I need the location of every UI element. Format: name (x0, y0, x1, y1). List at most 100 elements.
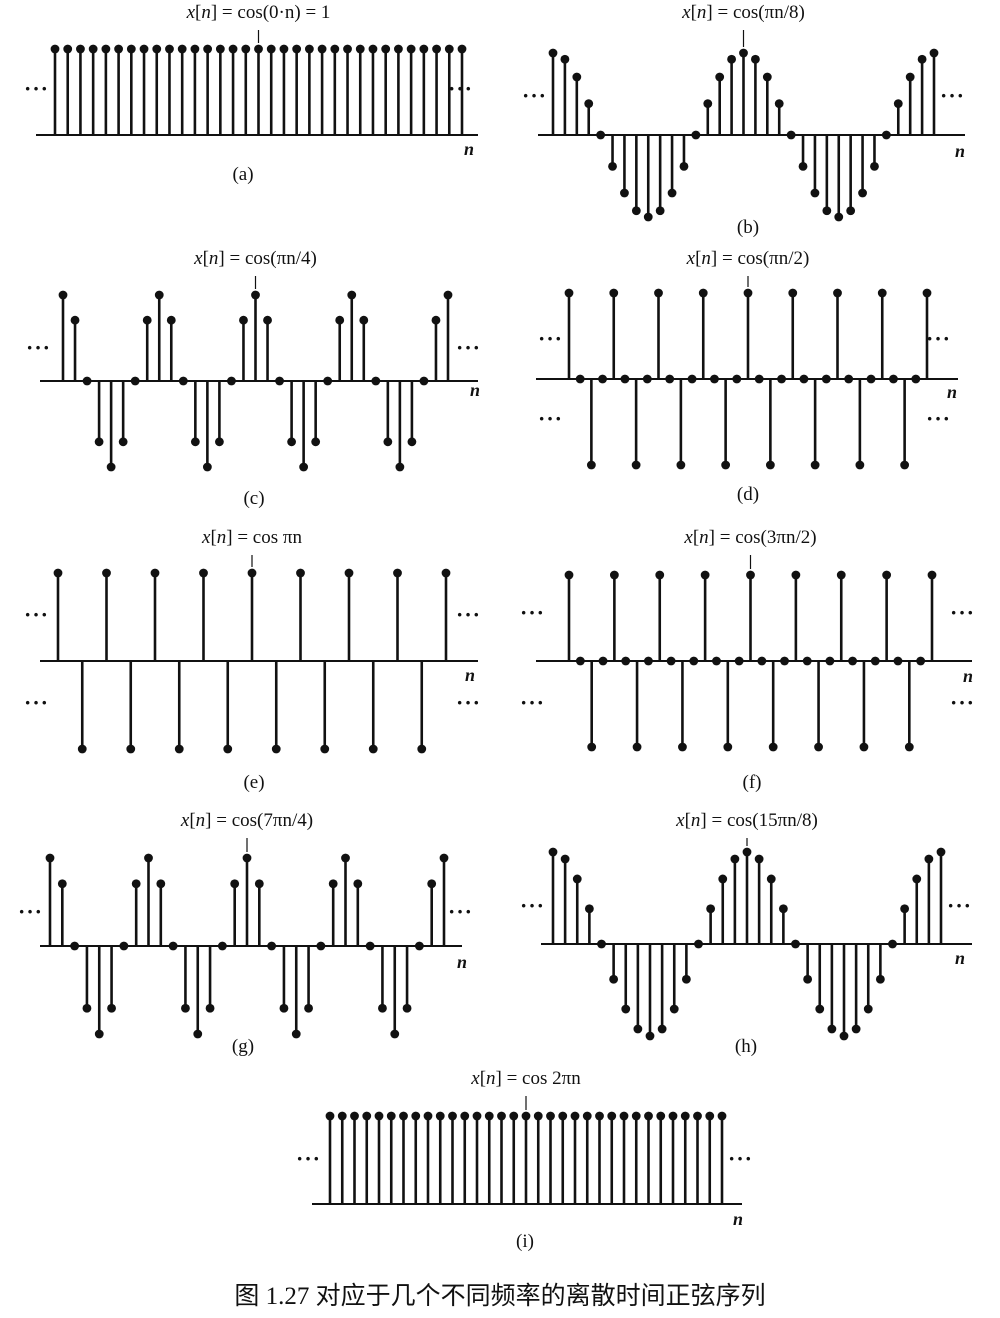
stem-point (866, 374, 876, 384)
stem-point (88, 44, 98, 54)
stem-point (168, 941, 178, 951)
stem-point (839, 1031, 849, 1041)
stem-point (57, 879, 67, 889)
stem-point (882, 570, 892, 580)
stem-point (642, 374, 652, 384)
axis-label-n: n (465, 665, 475, 685)
ellipsis-right-lower: ··· (926, 406, 951, 431)
stem-point (114, 44, 123, 54)
stem-point (676, 460, 686, 470)
stem-point (680, 1111, 690, 1121)
stem-point (152, 44, 162, 54)
stem-point (609, 570, 619, 580)
stem-point (353, 879, 363, 889)
stem-point (844, 374, 854, 384)
ellipsis-left: ··· (26, 335, 51, 360)
stem-point (431, 315, 441, 325)
stem-point (223, 744, 233, 754)
panel-i: x[n] = cos 2πn ··· ··· n (i) (296, 1068, 752, 1252)
stem-point (665, 374, 675, 384)
stem-point (619, 1111, 629, 1121)
ellipsis-right: ··· (448, 899, 473, 924)
stem-point (710, 374, 719, 384)
stem-point (572, 874, 582, 884)
stem-point (739, 48, 748, 58)
stem-point (881, 130, 891, 140)
stem-point (316, 941, 326, 951)
stem-point (666, 656, 676, 666)
stem-point (126, 744, 136, 754)
stem-point (439, 853, 449, 863)
stem-point (263, 315, 272, 325)
stem-point (723, 742, 733, 752)
panel-label: (h) (735, 1036, 757, 1057)
stem-point (94, 1029, 104, 1039)
stem-point (118, 437, 128, 447)
stem-point (267, 941, 277, 951)
panel-title: x[n] = cos πn (201, 527, 302, 548)
stem-point (598, 656, 608, 666)
stem-point (291, 1029, 301, 1039)
stem-point (700, 570, 710, 580)
stem-point (778, 904, 788, 914)
ellipsis-left: ··· (24, 602, 49, 627)
stem-point (355, 44, 365, 54)
stem-point (607, 1111, 617, 1121)
stem-point (251, 290, 260, 300)
stem-point (669, 1004, 679, 1014)
stem-point (912, 874, 922, 884)
stem-point (922, 288, 932, 298)
stem-point (712, 656, 721, 666)
stem-point (82, 376, 92, 386)
panel-title: x[n] = cos(πn/8) (681, 2, 805, 23)
stem-point (460, 1111, 470, 1121)
stem-point (144, 853, 153, 863)
stem-point (575, 374, 585, 384)
ellipsis-right: ··· (456, 335, 481, 360)
stem-point (165, 44, 174, 54)
stem-point (228, 44, 238, 54)
panel-label: (d) (737, 484, 759, 505)
stem-point (325, 1111, 335, 1121)
stem-point (156, 879, 166, 889)
stem-point (927, 570, 937, 580)
stem-point (311, 437, 321, 447)
stem-point (870, 162, 879, 171)
stem-point (77, 744, 87, 754)
stem-point (202, 462, 212, 472)
stem-point (766, 874, 776, 884)
stem-point (689, 656, 699, 666)
ellipsis-left: ··· (296, 1146, 321, 1171)
stem-point (916, 656, 926, 666)
panel-label: (g) (232, 1036, 254, 1057)
stem-point (457, 44, 467, 54)
stem-point (788, 288, 798, 298)
stem-point (417, 744, 427, 754)
axis-label-n: n (733, 1209, 743, 1229)
stem-point (631, 206, 641, 216)
ellipsis-left: ··· (18, 899, 43, 924)
stem-point (827, 1024, 837, 1034)
stem-point (399, 1111, 408, 1121)
stem-point (822, 206, 832, 216)
stem-point (859, 742, 869, 752)
stem-point (734, 656, 744, 666)
stem-point (441, 568, 451, 578)
axis-label-n: n (457, 952, 467, 972)
stem-point (181, 1003, 190, 1013)
stem-point (691, 130, 701, 140)
ellipsis-right: ··· (926, 326, 951, 351)
stem-point (335, 315, 345, 325)
stem-point (414, 941, 424, 951)
stem-point (241, 44, 251, 54)
stem-point (406, 44, 416, 54)
stem-point (190, 44, 200, 54)
stem-point (570, 1111, 580, 1121)
stem-point (130, 376, 140, 386)
stem-point (419, 44, 429, 54)
stem-point (851, 1024, 861, 1034)
stem-point (768, 742, 778, 752)
stem-point (287, 437, 296, 447)
stem-point (107, 1003, 116, 1013)
stem-point (917, 54, 927, 64)
